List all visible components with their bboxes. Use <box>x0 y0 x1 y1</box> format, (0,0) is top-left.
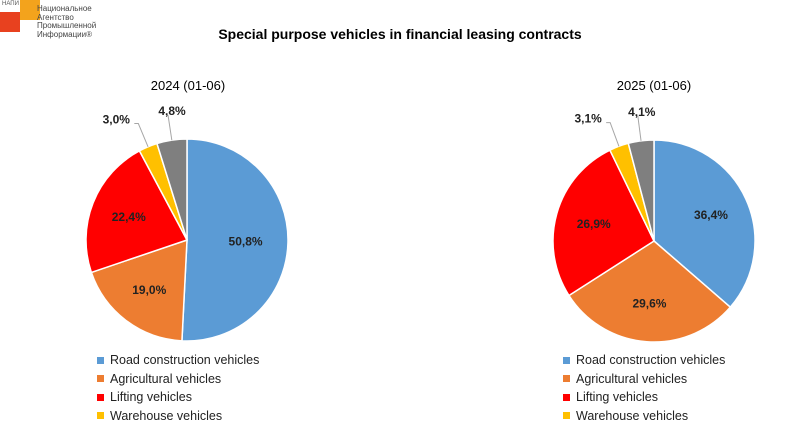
logo-red-square <box>0 12 20 32</box>
pie-slice <box>156 138 188 241</box>
data-label: 4,1% <box>628 105 656 119</box>
legend-2024: Road construction vehicles Agricultural … <box>97 351 259 425</box>
legend-swatch <box>97 356 104 364</box>
legend-label: Road construction vehicles <box>576 353 726 368</box>
logo-name: Национальное Агентство Промышленной Инфо… <box>37 5 97 39</box>
data-label: 36,4% <box>694 208 728 222</box>
legend-item: Road construction vehicles <box>563 351 725 370</box>
legend-item: Lifting vehicles <box>563 388 725 407</box>
leader-line <box>606 122 620 147</box>
legend-swatch <box>97 393 104 401</box>
data-label: 19,0% <box>132 283 166 297</box>
napi-logo: НАПИ Национальное Агентство Промышленной… <box>0 0 100 48</box>
legend-swatch <box>563 412 570 420</box>
legend-label: Road construction vehicles <box>110 353 260 368</box>
legend-swatch <box>97 412 104 420</box>
pie-slice <box>90 238 188 342</box>
legend-2025: Road construction vehicles Agricultural … <box>563 351 725 425</box>
legend-item: Agricultural vehicles <box>563 370 725 389</box>
pie-title-2024: 2024 (01-06) <box>150 78 226 93</box>
legend-label: Warehouse vehicles <box>576 408 689 423</box>
pie-slice <box>653 139 756 309</box>
legend-label: Lifting vehicles <box>576 390 658 405</box>
chart-title: Special purpose vehicles in financial le… <box>218 26 582 42</box>
data-label: 3,1% <box>574 112 602 126</box>
legend-swatch <box>563 356 570 364</box>
logo-orange-square <box>20 0 40 20</box>
legend-label: Warehouse vehicles <box>110 408 223 423</box>
data-label: 29,6% <box>632 296 666 310</box>
legend-item: Warehouse vehicles <box>563 407 725 426</box>
logo-tag: НАПИ <box>2 1 19 7</box>
data-label: 50,8% <box>229 234 263 248</box>
data-label: 4,8% <box>158 104 186 118</box>
leader-line <box>167 115 173 141</box>
pie-title-2025: 2025 (01-06) <box>616 78 692 93</box>
pie-slice <box>181 138 289 342</box>
legend-item: Agricultural vehicles <box>97 370 259 389</box>
legend-item: Road construction vehicles <box>97 351 259 370</box>
legend-swatch <box>563 393 570 401</box>
data-label: 22,4% <box>112 210 146 224</box>
pie-slice <box>85 149 189 274</box>
legend-label: Agricultural vehicles <box>110 371 222 386</box>
pie-slice <box>567 240 732 343</box>
legend-label: Lifting vehicles <box>110 390 192 405</box>
legend-item: Warehouse vehicles <box>97 407 259 426</box>
legend-swatch <box>97 375 104 383</box>
leader-line <box>637 115 642 141</box>
leader-line <box>134 123 149 148</box>
data-label: 26,9% <box>577 217 611 231</box>
legend-item: Lifting vehicles <box>97 388 259 407</box>
legend-label: Agricultural vehicles <box>576 371 688 386</box>
data-label: 3,0% <box>103 113 131 127</box>
legend-swatch <box>563 375 570 383</box>
pie-slice <box>552 149 655 297</box>
